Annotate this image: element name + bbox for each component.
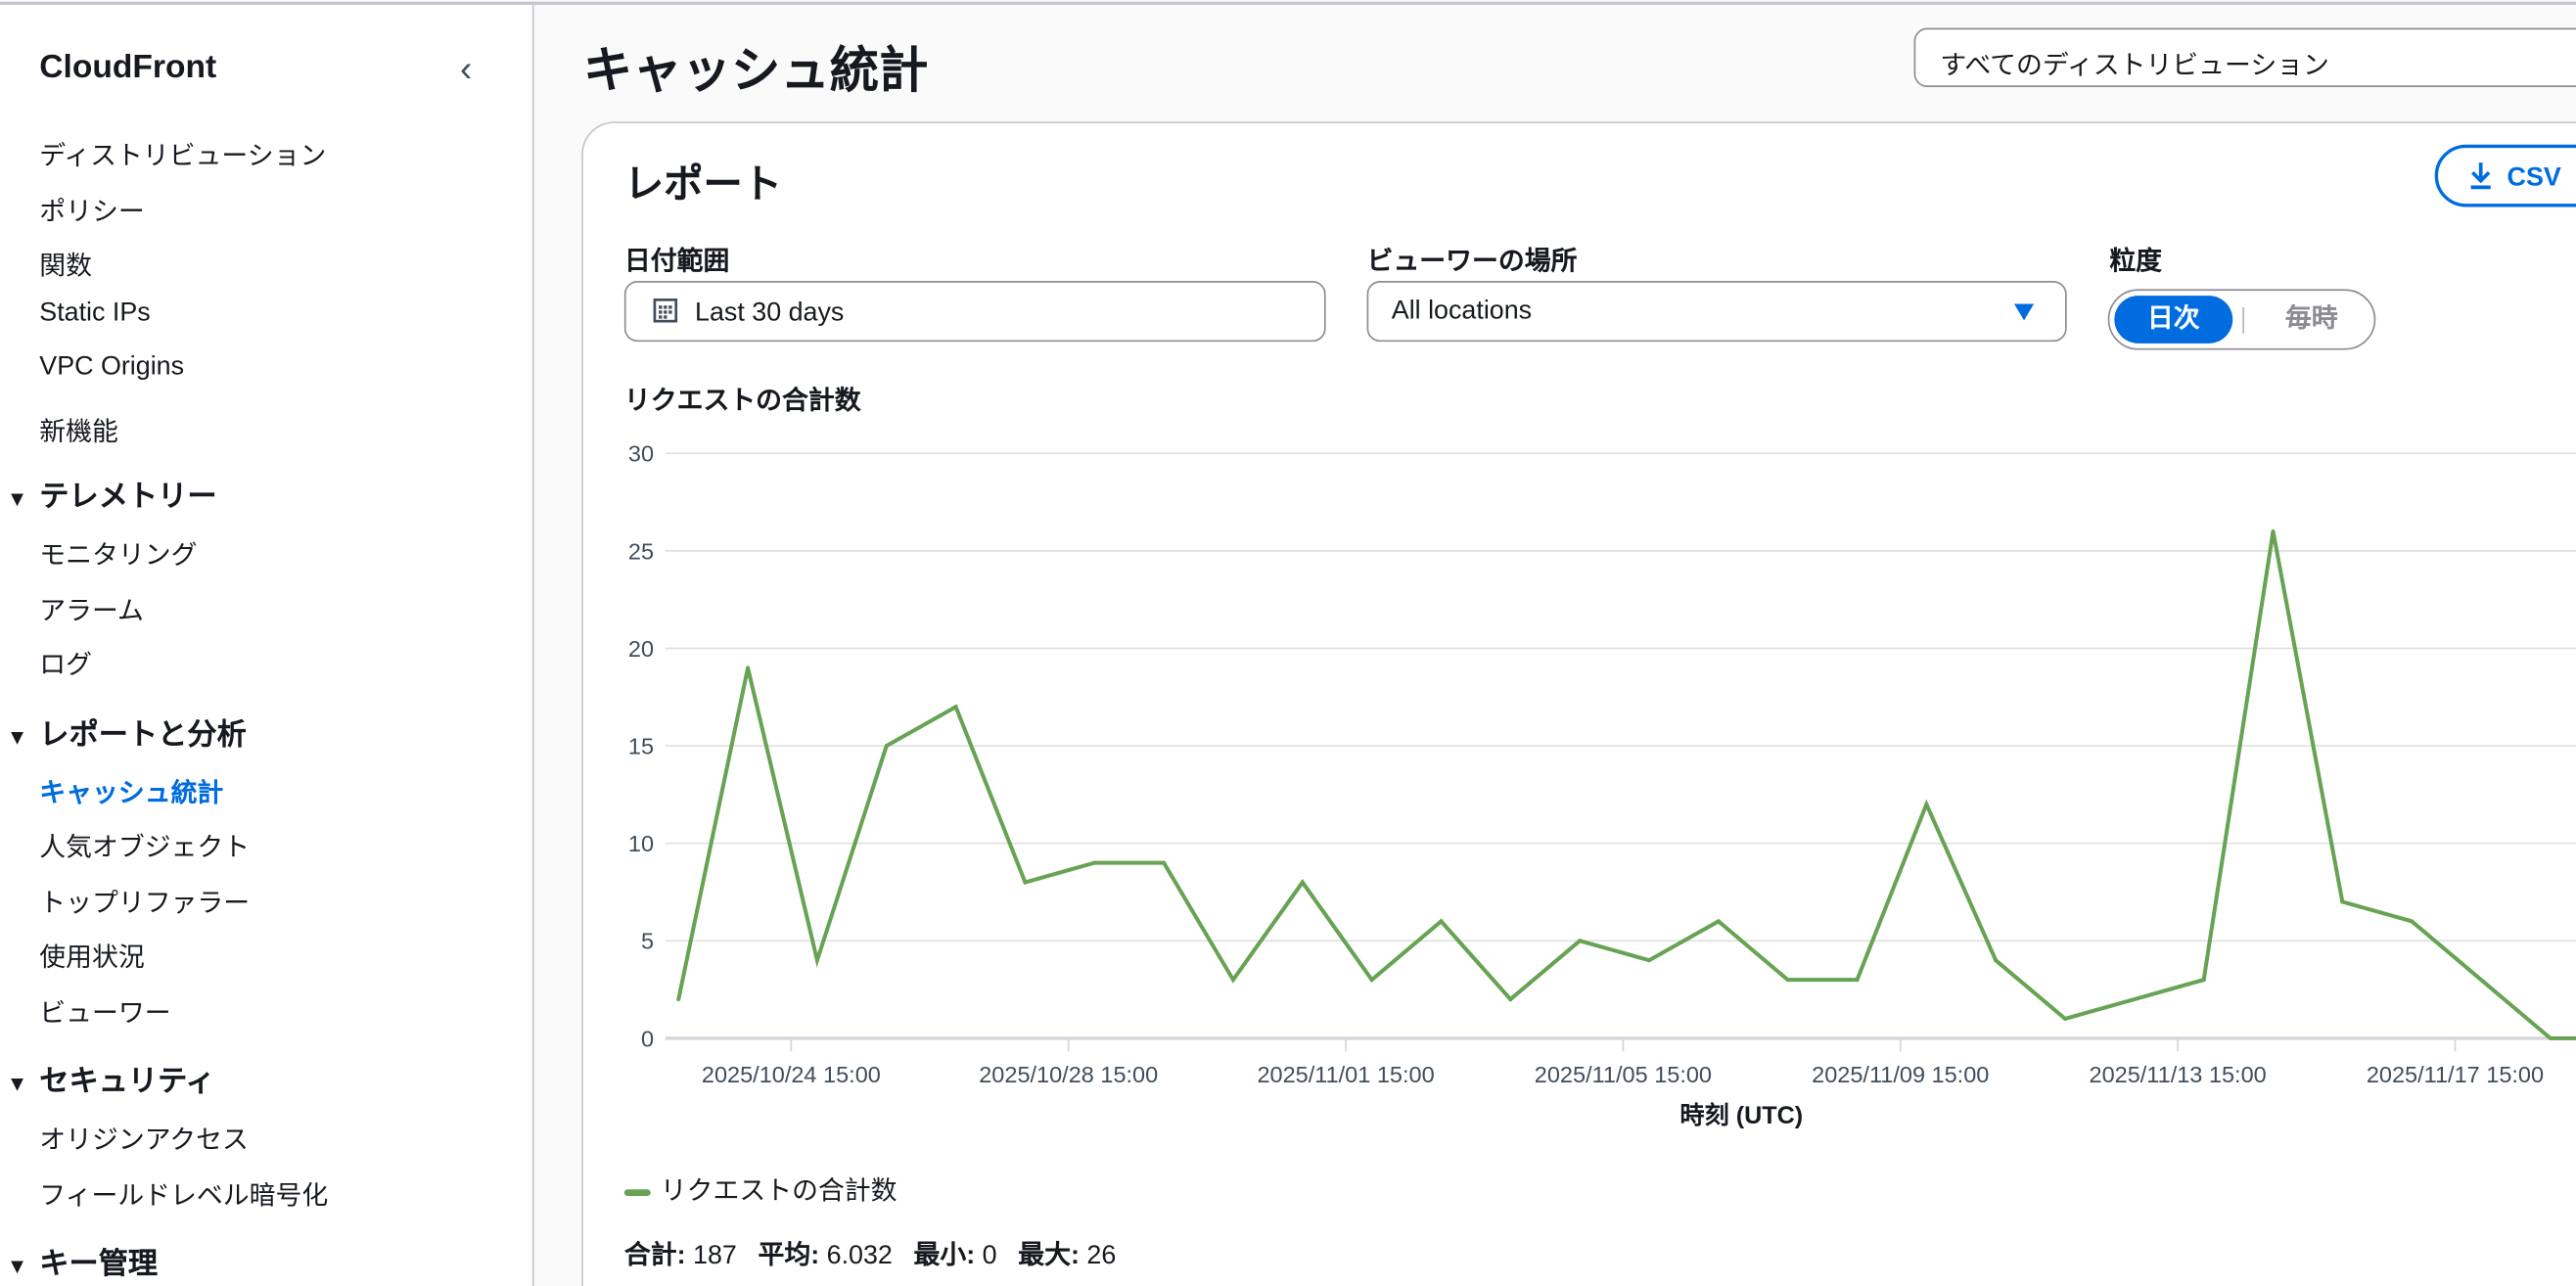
page-title: キャッシュ統計	[582, 44, 929, 99]
sidebar-section-header[interactable]: ▼ レポートと分析	[7, 711, 247, 754]
sidebar-section-header[interactable]: ▼ キー管理	[7, 1240, 158, 1283]
avg-label: 平均:	[758, 1242, 820, 1270]
granularity-toggle: 日次 毎時	[2107, 289, 2376, 350]
chart-title: リクエストの合計数	[623, 388, 861, 416]
calendar-icon	[653, 299, 678, 323]
sum-label: 合計:	[623, 1242, 686, 1270]
sidebar-item[interactable]: 新機能	[39, 418, 118, 446]
distribution-select[interactable]: すべてのディストリビューション	[1913, 27, 2576, 87]
sidebar-section-title: キー管理	[39, 1247, 159, 1280]
viewer-location-label: ビューワーの場所	[1366, 248, 1578, 277]
report-title: レポート	[623, 162, 783, 207]
chart-legend[interactable]: リクエストの合計数	[623, 1168, 897, 1207]
sidebar-item[interactable]: アラーム	[39, 597, 144, 625]
caret-down-icon	[2013, 303, 2035, 321]
sidebar-item[interactable]: 使用状況	[39, 944, 145, 973]
sidebar-item[interactable]: 関数	[39, 253, 93, 282]
download-icon	[2470, 162, 2491, 190]
sidebar-item[interactable]: ポリシー	[39, 198, 145, 226]
sidebar: CloudFront ‹ ディストリビューション ポリシー関数 Static IPs…	[0, 5, 534, 1286]
sidebar-item[interactable]: ビューワー	[39, 999, 171, 1028]
sidebar-section-title: テレメトリー	[39, 480, 217, 513]
viewer-location-value: All locations	[1391, 297, 1533, 326]
sidebar-item[interactable]: トップリファラー	[39, 889, 251, 918]
sidebar-item[interactable]: フィールドレベル暗号化	[39, 1181, 329, 1211]
granularity-hourly-option[interactable]: 毎時	[2284, 305, 2338, 334]
avg-value: 6.032	[826, 1242, 893, 1270]
caret-down-icon: ▼	[6, 1253, 28, 1278]
sidebar-section-header[interactable]: ▼ セキュリティ	[7, 1058, 215, 1101]
sidebar-item[interactable]: 人気オブジェクト	[39, 834, 251, 863]
date-range-picker[interactable]: Last 30 days	[623, 281, 1326, 343]
csv-download-button[interactable]: CSV	[2434, 144, 2576, 207]
sidebar-item[interactable]: キャッシュ統計	[39, 779, 224, 808]
sidebar-brand[interactable]: CloudFront	[39, 49, 217, 86]
sidebar-item[interactable]: ログ	[39, 652, 93, 680]
caret-down-icon: ▼	[6, 723, 28, 749]
max-value: 26	[1086, 1242, 1117, 1270]
sidebar-item[interactable]: Static IPs	[39, 298, 151, 327]
sidebar-item[interactable]: モニタリング	[39, 541, 198, 571]
caret-down-icon: ▼	[6, 1071, 28, 1096]
date-range-value: Last 30 days	[695, 299, 845, 328]
min-value: 0	[982, 1242, 997, 1270]
summary-stats: 合計: 187 平均: 6.032 最小: 0 最大: 26	[624, 1232, 1123, 1271]
sidebar-item[interactable]: ディストリビューション	[39, 143, 327, 171]
max-label: 最大:	[1018, 1242, 1080, 1270]
sidebar-section-title: セキュリティ	[39, 1064, 215, 1098]
granularity-label: 粒度	[2109, 248, 2163, 277]
sidebar-item[interactable]: オリジンアクセス	[39, 1126, 249, 1156]
sidebar-item[interactable]: VPC Origins	[39, 352, 185, 382]
legend-swatch	[623, 1188, 651, 1196]
top-divider	[0, 1, 2576, 6]
viewer-location-select[interactable]: All locations	[1366, 281, 2067, 343]
min-label: 最小:	[913, 1242, 976, 1270]
granularity-daily-option[interactable]: 日次	[2114, 296, 2233, 344]
legend-label: リクエストの合計数	[660, 1177, 897, 1207]
csv-label: CSV	[2507, 163, 2561, 193]
sum-value: 187	[693, 1242, 737, 1270]
sidebar-section-title: レポートと分析	[39, 716, 247, 751]
sidebar-section-header[interactable]: ▼ テレメトリー	[7, 473, 217, 516]
collapse-sidebar-chevron-left-icon[interactable]: ‹	[460, 47, 473, 89]
toggle-separator	[2242, 306, 2244, 334]
date-range-label: 日付範囲	[623, 248, 730, 277]
caret-down-icon: ▼	[6, 485, 28, 512]
